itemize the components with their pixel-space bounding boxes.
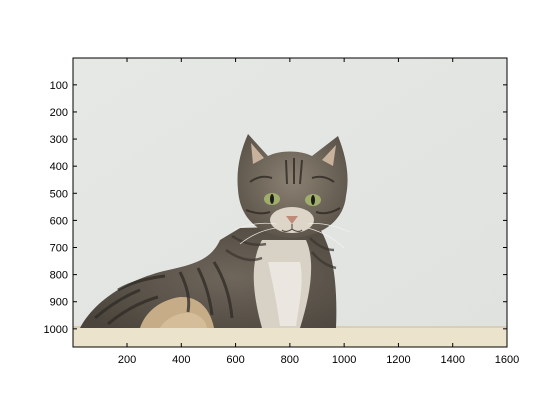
x-tick-label: 1400 <box>440 354 464 366</box>
y-tick-label: 500 <box>50 188 68 200</box>
y-tick-label: 200 <box>50 107 68 119</box>
y-tick-label: 600 <box>50 215 68 227</box>
y-tick-label: 800 <box>50 270 68 282</box>
y-tick-label: 100 <box>50 80 68 92</box>
y-tick-label: 700 <box>50 243 68 255</box>
x-tick-label: 1000 <box>332 354 356 366</box>
y-tick-label: 1000 <box>44 324 68 336</box>
cat-photo <box>73 58 507 347</box>
x-tick-label: 1600 <box>495 354 519 366</box>
x-tick-label: 200 <box>118 354 136 366</box>
x-tick-label: 1200 <box>386 354 410 366</box>
x-tick-label: 800 <box>281 354 299 366</box>
y-tick-label: 400 <box>50 161 68 173</box>
y-tick-label: 300 <box>50 134 68 146</box>
x-tick-label: 400 <box>172 354 190 366</box>
y-tick-label: 900 <box>50 297 68 309</box>
x-tick-label: 600 <box>226 354 244 366</box>
